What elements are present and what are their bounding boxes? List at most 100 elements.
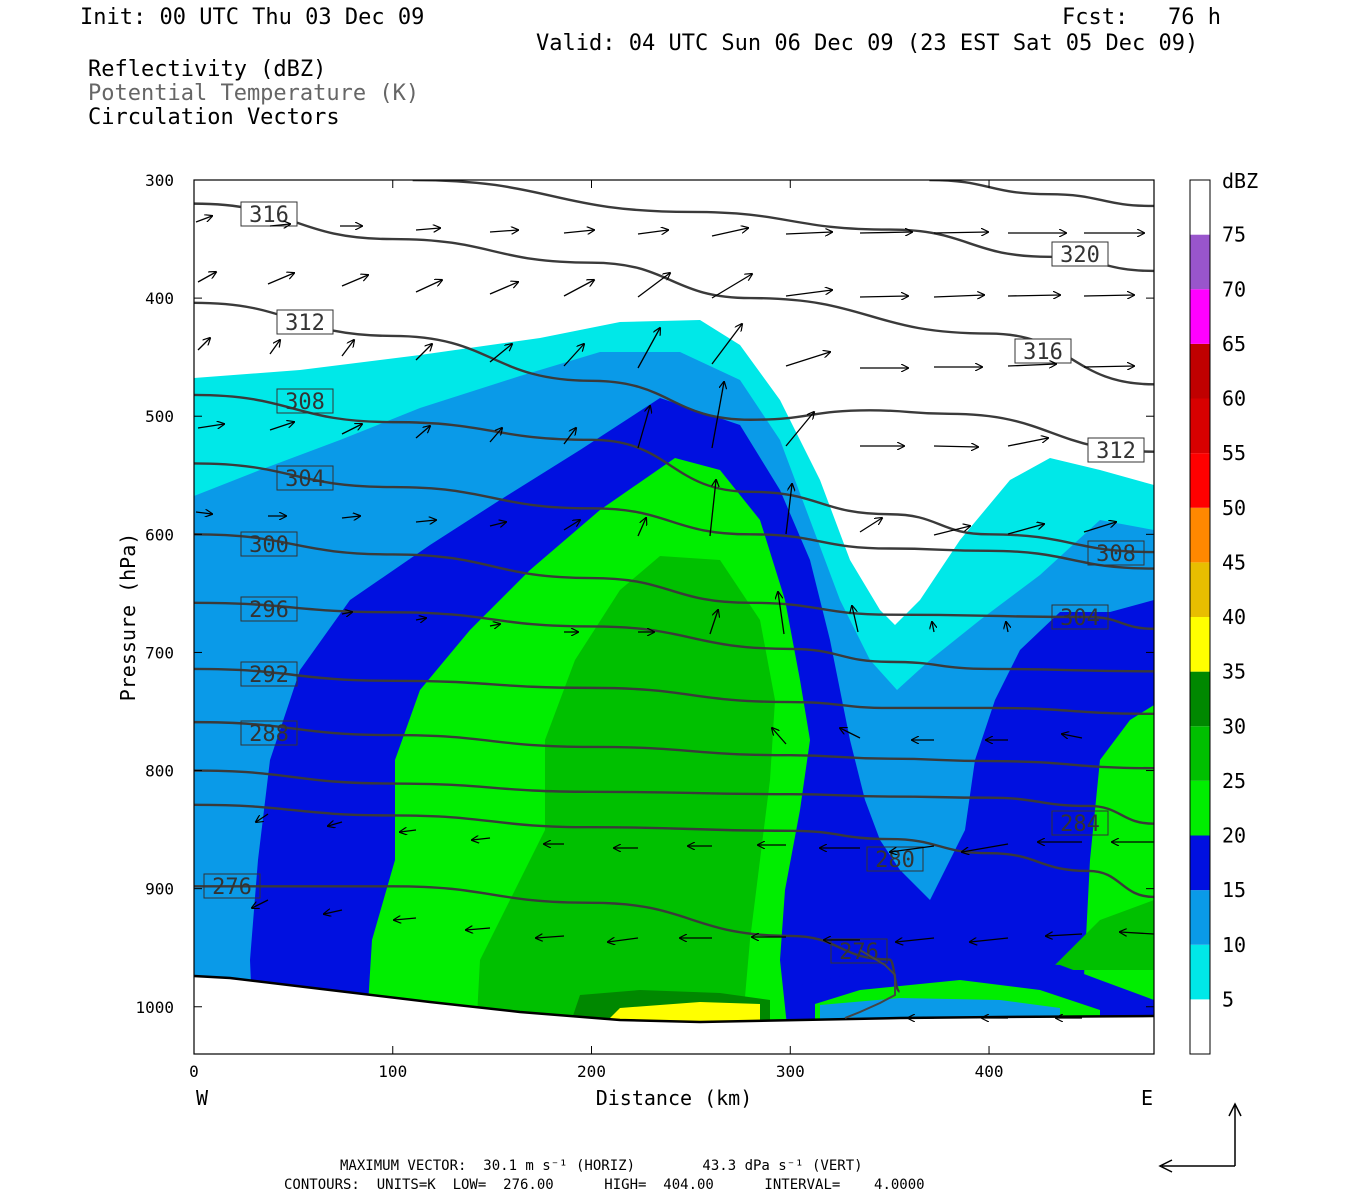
vector-arrow: [197, 424, 224, 428]
vector-arrow: [772, 728, 787, 745]
theta-contour-296: [194, 601, 1154, 673]
vector-arrow: [962, 843, 1009, 852]
theta-label: 312: [276, 309, 334, 336]
vector-arrow: [269, 422, 294, 431]
vector-arrow: [711, 274, 752, 299]
vector-arrow: [341, 516, 360, 518]
vector-arrow: [536, 936, 565, 938]
vector-arrow: [415, 280, 442, 293]
x-east-label: E: [1141, 1086, 1153, 1110]
field-circulation-vectors: Circulation Vectors: [88, 105, 340, 130]
plot-frame: [193, 179, 1155, 1055]
vector-arrow: [472, 838, 491, 840]
vector-arrow: [785, 232, 832, 234]
colorbar-unit: dBZ: [1222, 169, 1258, 193]
vector-arrow: [840, 728, 861, 739]
vector-arrow: [394, 918, 417, 920]
theta-contour-308: [194, 393, 1154, 554]
y-tick-label: 400: [145, 289, 174, 308]
vector-arrow: [852, 606, 859, 633]
colorbar-swatch: [1190, 234, 1210, 290]
vector-arrow: [269, 224, 290, 226]
vector-arrow: [1007, 295, 1060, 296]
svg-text:304: 304: [1060, 606, 1100, 631]
theta-contour-292: [194, 667, 1154, 716]
colorbar-level-label: 50: [1222, 496, 1246, 520]
vector-arrow: [932, 622, 934, 633]
vector-arrow: [563, 428, 576, 445]
colorbar-swatch: [1190, 780, 1210, 836]
vector-arrow: [637, 230, 668, 234]
x-axis-title: Distance (km): [596, 1086, 753, 1110]
theta-label: 312: [1087, 437, 1145, 464]
vector-arrow: [709, 610, 718, 635]
colorbar-swatch: [1190, 343, 1210, 399]
contour-info: CONTOURS: UNITS=K LOW= 276.00 HIGH= 404.…: [284, 1177, 925, 1193]
colorbar-swatch: [1190, 726, 1210, 781]
vector-arrow: [415, 520, 436, 522]
vector-arrow: [489, 624, 500, 626]
vector-arrow: [890, 845, 935, 852]
theta-contours: [194, 180, 1154, 993]
vector-arrow: [489, 344, 512, 363]
vector-arrow: [933, 446, 978, 447]
theta-contour-280: [194, 803, 1154, 899]
vector-arrow: [1006, 622, 1008, 633]
theta-label: 296: [240, 596, 298, 623]
vector-arrow: [896, 938, 935, 942]
svg-text:308: 308: [285, 390, 325, 415]
field-reflectivity: Reflectivity (dBZ): [88, 57, 327, 82]
vector-arrow: [1083, 295, 1134, 296]
svg-text:304: 304: [285, 467, 325, 492]
colorbar-swatch: [1190, 398, 1210, 454]
vector-scale-icon: [1158, 1102, 1242, 1173]
theta-label: 292: [240, 661, 298, 688]
svg-text:320: 320: [1060, 243, 1100, 268]
y-tick-label: 1000: [135, 998, 174, 1017]
vector-arrow: [563, 230, 594, 233]
vector-arrow: [489, 282, 518, 295]
theta-contour-300: [194, 533, 1154, 631]
vector-arrow: [1120, 932, 1155, 934]
theta-label: 320: [1051, 241, 1109, 268]
colorbar-swatch: [1190, 671, 1210, 727]
vector-arrow: [1083, 366, 1134, 367]
below-ground-mask: [194, 976, 1154, 1054]
colorbar-level-label: 35: [1222, 660, 1246, 684]
colorbar-level-label: 75: [1222, 223, 1246, 247]
y-axis-title: Pressure (hPa): [116, 533, 140, 702]
vector-arrow: [1007, 364, 1056, 366]
colorbar-swatch: [1190, 999, 1210, 1054]
theta-contour-304: [194, 462, 1154, 570]
x-axis: 0 100 200 300 400: [189, 180, 1003, 1081]
vector-arrow: [341, 340, 354, 357]
vector-arrow: [324, 910, 343, 914]
vector-arrow: [637, 273, 670, 298]
vector-arrow: [785, 290, 832, 297]
y-tick-label: 900: [145, 880, 174, 899]
colorbar-swatch: [1190, 890, 1210, 945]
vector-arrow: [489, 230, 518, 232]
vector-arrow: [415, 618, 426, 620]
colorbar-swatch: [1190, 507, 1210, 563]
theta-label: 284: [1051, 810, 1109, 837]
theta-label: 316: [1014, 338, 1072, 365]
colorbar-frame: [1189, 179, 1211, 1055]
vector-arrow: [785, 412, 814, 447]
refl-25dbz: [475, 556, 1154, 1054]
vector-arrow: [489, 522, 506, 526]
vector-arrow: [970, 938, 1009, 942]
svg-text:308: 308: [1096, 542, 1136, 567]
vector-arrow: [197, 338, 210, 351]
colorbar-swatch: [1190, 944, 1210, 1000]
vector-arrow: [415, 426, 430, 439]
colorbar: 5 10 15 20 25 30 35 40 45 50 55 60 65 70 75: [1189, 179, 1246, 1055]
vector-arrow: [341, 275, 368, 287]
vector-arrow: [563, 520, 580, 531]
vector-arrow: [197, 272, 216, 283]
vector-arrow: [711, 228, 748, 237]
theta-label: 304: [1051, 604, 1109, 631]
vector-arrow: [252, 899, 269, 908]
x-tick-label: 400: [975, 1062, 1004, 1081]
